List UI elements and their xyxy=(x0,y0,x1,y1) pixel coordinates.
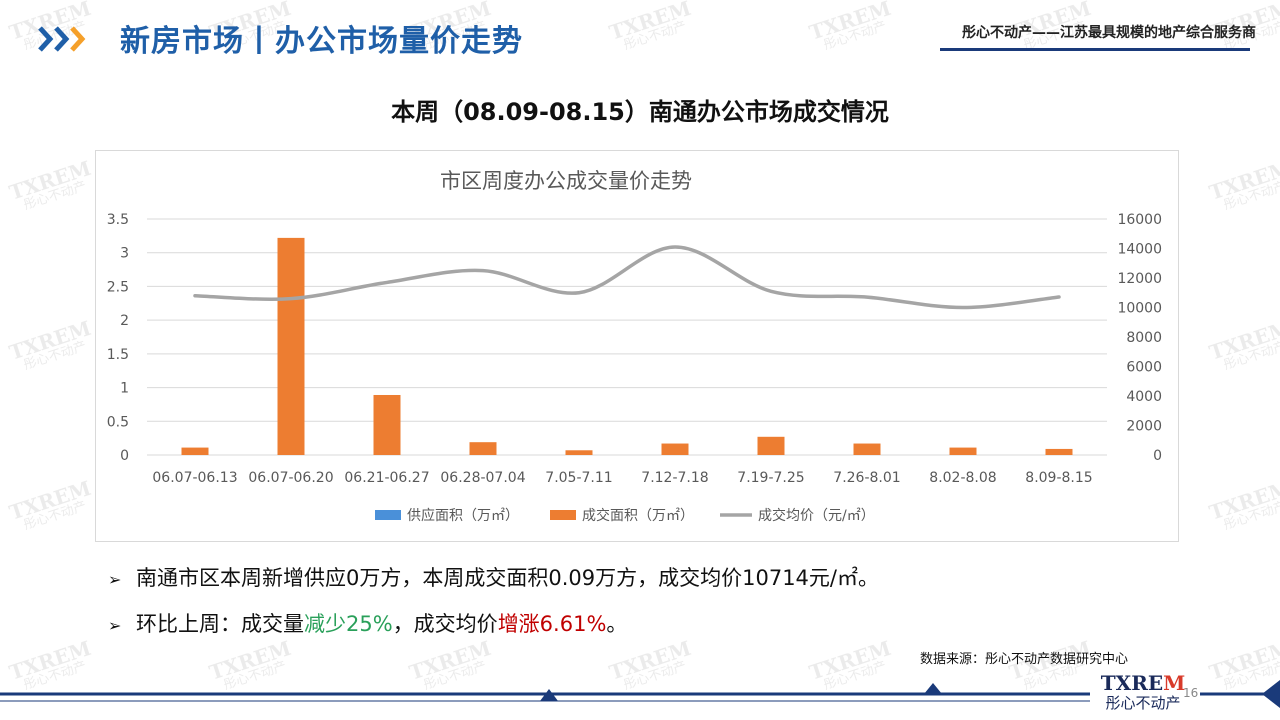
company-tagline: 彤心不动产——江苏最具规模的地产综合服务商 xyxy=(962,25,1256,41)
arrow-bullet-icon: ➢ xyxy=(108,616,122,635)
y-left-tick-label: 2.5 xyxy=(107,279,129,295)
chart-frame xyxy=(95,150,1179,542)
x-tick-label: 7.26-8.01 xyxy=(833,470,900,486)
y-right-tick-label: 0 xyxy=(1153,448,1162,464)
y-left-tick-label: 1.5 xyxy=(107,347,129,363)
x-tick-label: 7.19-7.25 xyxy=(737,470,804,486)
office-market-chart: 市区周度办公成交量价走势 0 0.5 1 1.5 2 2.5 3 3.5 0 2000 4000 60… xyxy=(107,169,1162,524)
summary-bullet-1: ➢ 南通市区本周新增供应0万方，本周成交面积0.09万方，成交均价10714元/㎡… xyxy=(108,562,879,592)
chart-title: 市区周度办公成交量价走势 xyxy=(440,169,692,193)
comparison-suffix: 。 xyxy=(606,612,628,636)
y-right-tick-label: 8000 xyxy=(1126,330,1162,346)
y-right-tick-label: 14000 xyxy=(1117,242,1162,258)
x-tick-label: 8.02-8.08 xyxy=(929,470,996,486)
y-left-tick-label: 2 xyxy=(120,313,129,329)
legend-swatch xyxy=(375,510,401,520)
deal-area-bar xyxy=(949,447,977,455)
x-tick-label: 06.21-06.27 xyxy=(344,470,429,486)
data-source: 数据来源：彤心不动产数据研究中心 xyxy=(920,652,1129,667)
y-right-tick-label: 16000 xyxy=(1117,212,1162,228)
footer-decoration xyxy=(0,680,1280,708)
company-logo: TXREM 彤心不动产 xyxy=(1100,671,1186,712)
page-title: 新房市场丨办公市场量价走势 xyxy=(120,24,523,59)
deal-area-bar xyxy=(853,443,881,455)
y-right-tick-label: 12000 xyxy=(1117,271,1162,287)
deal-area-bar xyxy=(1045,448,1073,455)
y-left-tick-label: 1 xyxy=(120,381,129,397)
y-left-tick-label: 0.5 xyxy=(107,414,129,430)
arrow-bullet-icon: ➢ xyxy=(108,570,122,589)
deal-area-bar xyxy=(757,436,785,455)
price-change: 增涨6.61% xyxy=(497,612,607,636)
deal-area-bar xyxy=(373,394,401,455)
deal-area-bar xyxy=(181,447,209,455)
chevron-icon xyxy=(38,26,86,52)
y-right-tick-label: 6000 xyxy=(1126,360,1162,376)
y-left-tick-label: 3.5 xyxy=(107,212,129,228)
comparison-prefix: 环比上周：成交量 xyxy=(136,612,304,636)
x-tick-label: 8.09-8.15 xyxy=(1025,470,1092,486)
x-tick-label: 06.28-07.04 xyxy=(440,470,525,486)
x-tick-label: 7.12-7.18 xyxy=(641,470,708,486)
header-divider xyxy=(940,48,1250,51)
x-tick-label: 7.05-7.11 xyxy=(545,470,612,486)
volume-change: 减少25% xyxy=(304,612,393,636)
y-right-tick-label: 4000 xyxy=(1126,389,1162,405)
deal-area-bar xyxy=(469,442,497,455)
section-title: 本周（08.09-08.15）南通办公市场成交情况 xyxy=(391,98,889,126)
deal-area-bar xyxy=(661,443,689,455)
x-tick-label: 06.07-06.13 xyxy=(152,470,237,486)
comparison-middle: ，成交均价 xyxy=(392,612,498,636)
legend-label: 供应面积（万㎡） xyxy=(407,507,519,524)
y-right-tick-label: 10000 xyxy=(1117,301,1162,317)
legend-label: 成交面积（万㎡） xyxy=(582,507,694,524)
deal-area-bar xyxy=(277,237,305,455)
y-right-tick-label: 2000 xyxy=(1126,419,1162,435)
summary-text-1: 南通市区本周新增供应0万方，本周成交面积0.09万方，成交均价10714元/㎡。 xyxy=(136,566,879,590)
legend-swatch xyxy=(550,510,576,520)
avg-price-line xyxy=(193,245,1061,310)
deal-area-bar xyxy=(565,450,593,455)
summary-bullet-2: ➢ 环比上周：成交量减少25%，成交均价增涨6.61%。 xyxy=(108,608,627,638)
page-number: 16 xyxy=(1183,686,1199,700)
legend-label: 成交均价（元/㎡） xyxy=(758,507,875,524)
y-left-tick-label: 0 xyxy=(120,448,129,464)
y-left-tick-label: 3 xyxy=(120,246,129,262)
x-tick-label: 06.07-06.20 xyxy=(248,470,333,486)
